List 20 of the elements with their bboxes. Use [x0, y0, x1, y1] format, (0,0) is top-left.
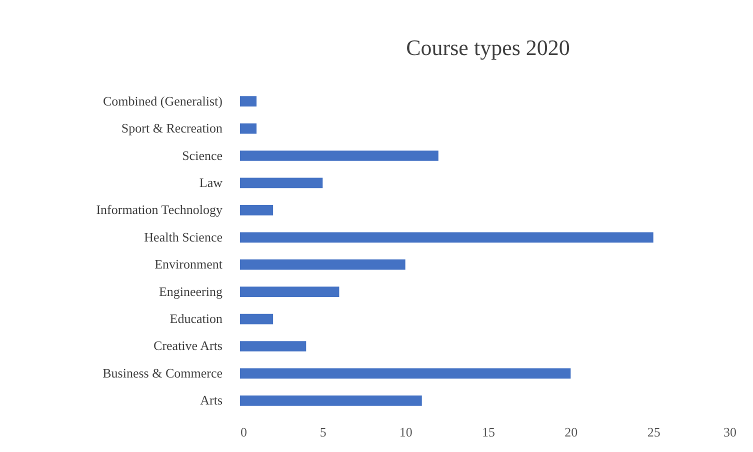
- x-tick-label: 20: [564, 424, 578, 440]
- x-tick-label: 10: [399, 424, 412, 440]
- y-tick-label: Health Science: [144, 229, 223, 244]
- y-tick-label: Education: [170, 311, 223, 326]
- x-tick-label: 25: [647, 424, 660, 440]
- y-tick-label: Science: [182, 148, 223, 163]
- x-tick-label: 15: [482, 424, 495, 440]
- x-tick-label: 0: [240, 424, 247, 440]
- y-tick-label: Combined (Generalist): [103, 93, 222, 108]
- x-tick-label: 5: [320, 424, 326, 440]
- x-tick-label: 30: [724, 424, 736, 440]
- y-tick-label: Information Technology: [96, 202, 223, 218]
- chart-title: Course types 2020: [406, 35, 570, 60]
- y-tick-label: Creative Arts: [154, 338, 222, 354]
- y-tick-label: Engineering: [158, 284, 223, 299]
- y-tick-label: Business & Commerce: [102, 365, 223, 380]
- y-tick-label: Environment: [154, 256, 223, 272]
- y-tick-label: Arts: [200, 392, 222, 408]
- y-tick-label: Law: [199, 174, 224, 190]
- y-tick-label: Sport & Recreation: [121, 120, 223, 136]
